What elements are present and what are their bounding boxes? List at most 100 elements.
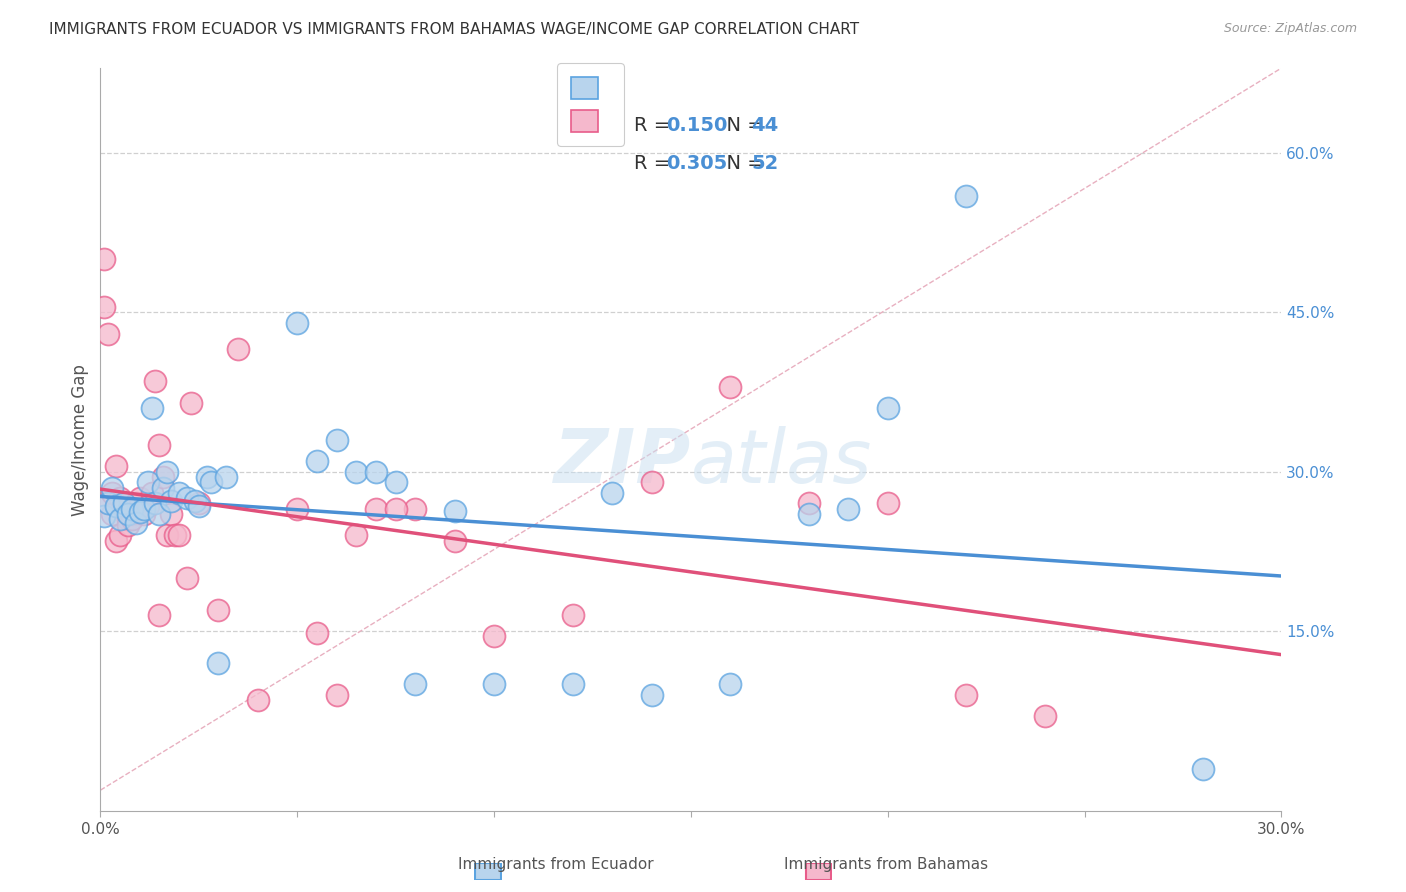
Point [876,401,898,415]
Point [121,507,143,521]
Point [108,512,131,526]
Point [136,475,159,490]
Text: N =: N = [714,154,770,173]
Point [136,499,159,513]
Point [148,507,170,521]
Point [141,486,163,500]
Text: Immigrants from Bahamas: Immigrants from Bahamas [783,857,988,872]
Point [200,475,222,490]
Point [443,533,465,548]
Point [176,491,198,505]
Point [148,607,170,622]
Point [384,501,406,516]
Text: 0.150: 0.150 [666,116,728,135]
Point [167,528,190,542]
Point [195,470,218,484]
Point [101,486,124,500]
Text: Immigrants from Ecuador: Immigrants from Ecuador [457,857,654,872]
Text: ZIP: ZIP [554,425,690,499]
Point [482,629,505,643]
Point [561,607,583,622]
Point [176,571,198,585]
Legend: , : , [557,63,623,145]
Point [443,504,465,518]
Point [160,494,183,508]
Point [141,401,163,415]
Point [148,438,170,452]
Point [132,507,155,521]
Point [955,188,977,202]
Point [152,470,174,484]
Point [404,501,426,516]
Point [797,496,820,510]
Point [246,693,269,707]
Point [207,656,229,670]
Point [97,326,120,341]
Point [955,688,977,702]
Point [364,501,387,516]
Text: Source: ZipAtlas.com: Source: ZipAtlas.com [1223,22,1357,36]
Point [125,496,148,510]
Point [285,316,308,330]
Point [404,677,426,691]
Text: IMMIGRANTS FROM ECUADOR VS IMMIGRANTS FROM BAHAMAS WAGE/INCOME GAP CORRELATION C: IMMIGRANTS FROM ECUADOR VS IMMIGRANTS FR… [49,22,859,37]
Text: N =: N = [714,116,770,135]
Point [167,486,190,500]
Point [187,499,209,513]
Point [93,300,115,314]
Point [101,507,124,521]
Point [207,602,229,616]
Point [112,496,135,510]
Point [125,516,148,530]
Point [305,626,328,640]
Point [128,491,150,505]
Point [108,528,131,542]
Point [145,375,167,389]
Point [117,512,139,526]
Point [876,496,898,510]
Point [226,343,249,357]
Point [165,528,187,542]
Point [105,499,128,513]
Point [325,433,347,447]
Point [112,501,135,516]
Point [101,481,124,495]
Point [121,512,143,526]
Point [600,486,623,500]
Point [93,509,115,524]
Point [837,501,859,516]
Point [93,252,115,267]
Point [285,501,308,516]
Point [117,507,139,521]
Point [1191,762,1213,776]
Point [797,507,820,521]
Text: atlas: atlas [690,426,872,498]
Point [160,507,183,521]
Point [145,496,167,510]
Point [364,465,387,479]
Point [561,677,583,691]
Point [117,517,139,532]
Point [640,475,662,490]
Text: 0.305: 0.305 [666,154,728,173]
Point [128,505,150,519]
Point [97,496,120,510]
Point [156,465,179,479]
Point [187,496,209,510]
Point [105,533,128,548]
Point [344,465,367,479]
Text: 44: 44 [751,116,778,135]
Point [215,470,238,484]
Point [1033,709,1056,723]
Point [132,501,155,516]
Point [344,528,367,542]
Point [184,494,207,508]
Text: R =: R = [634,154,676,173]
Y-axis label: Wage/Income Gap: Wage/Income Gap [72,364,89,516]
Point [718,379,741,393]
Text: R =: R = [634,116,676,135]
Point [105,459,128,474]
Point [640,688,662,702]
Point [108,491,131,505]
Point [180,395,202,409]
